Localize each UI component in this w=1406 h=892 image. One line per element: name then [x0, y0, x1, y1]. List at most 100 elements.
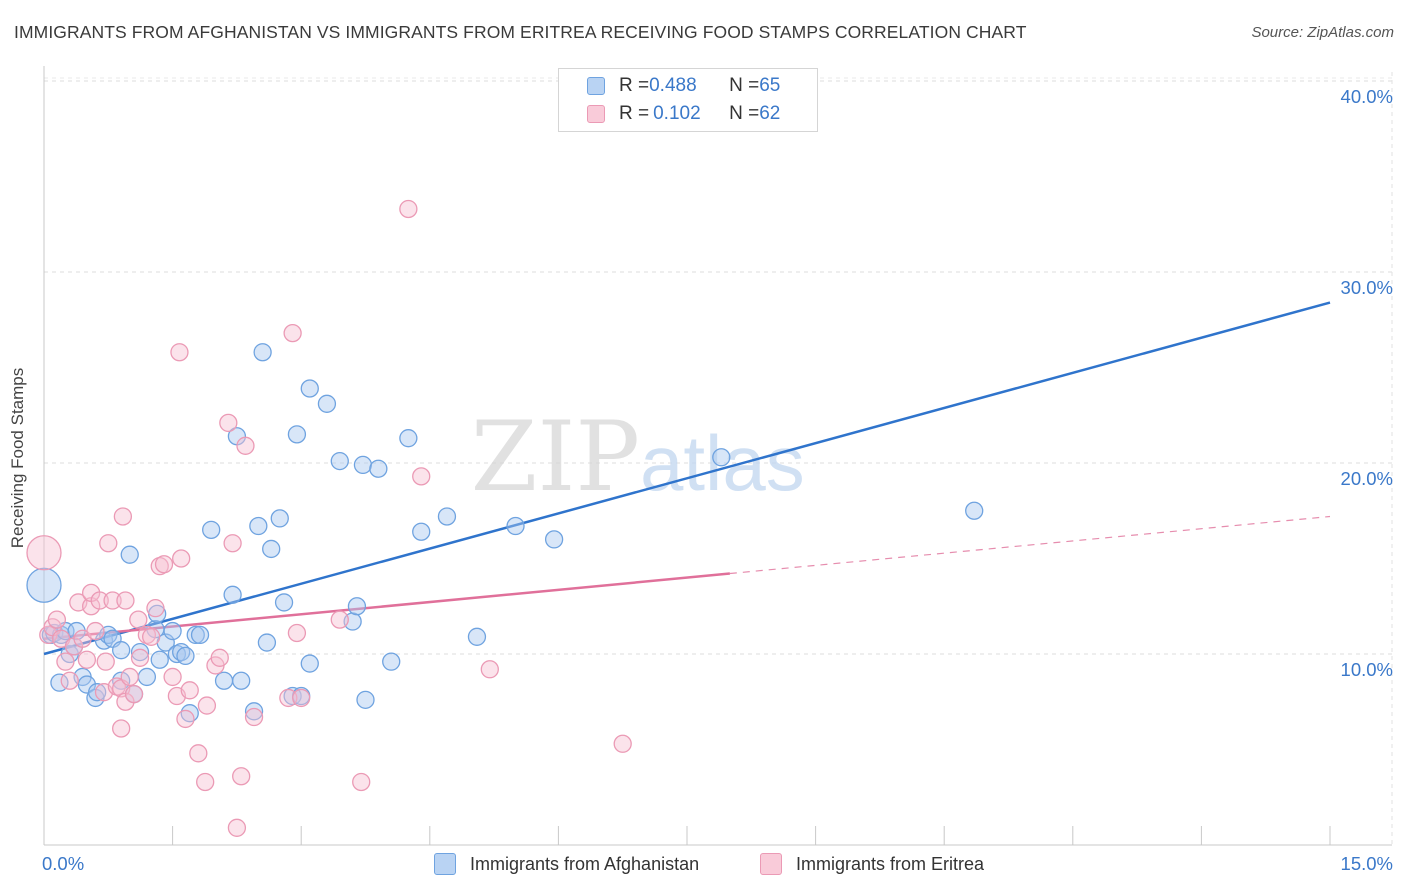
point-afghanistan	[353, 455, 373, 475]
point-eritrea	[232, 767, 251, 786]
watermark: ZIP atlas	[471, 401, 805, 513]
point-afghanistan	[347, 597, 367, 616]
series-label-eritrea: Immigrants from Eritrea	[796, 853, 985, 874]
x-tick-labels: 0.0% 15.0%	[42, 853, 1393, 874]
point-eritrea	[292, 688, 311, 708]
point-eritrea	[116, 591, 135, 610]
point-afghanistan	[223, 585, 242, 604]
point-eritrea	[146, 599, 165, 618]
point-eritrea	[103, 591, 122, 610]
point-afghanistan	[163, 621, 182, 641]
point-eritrea	[130, 648, 150, 667]
axes	[43, 66, 1392, 846]
point-afghanistan	[257, 633, 277, 652]
legend-r-value: 0.102	[653, 103, 701, 124]
y-tick-labels: 10.0% 20.0% 30.0% 40.0%	[1341, 86, 1393, 680]
point-eritrea	[163, 667, 182, 687]
point-afghanistan	[190, 625, 210, 645]
point-eritrea	[96, 652, 115, 671]
legend-swatch-afghanistan	[587, 77, 605, 95]
point-eritrea	[210, 648, 229, 667]
point-eritrea	[90, 591, 109, 610]
point-eritrea	[287, 623, 307, 643]
point-afghanistan	[300, 654, 319, 673]
point-afghanistan	[130, 642, 150, 662]
legend-n-label: N =	[729, 103, 760, 124]
point-eritrea	[330, 610, 349, 629]
correlation-legend: R = 0.488 N = 65 R = 0.102 N = 62	[558, 68, 818, 132]
point-eritrea	[244, 707, 264, 727]
y-tick-label: 40.0%	[1341, 86, 1393, 107]
point-afghanistan	[214, 671, 234, 690]
point-eritrea	[124, 684, 144, 704]
point-eritrea	[99, 534, 118, 553]
legend-r-value: 0.488	[649, 75, 697, 96]
source-credit: Source: ZipAtlas.com	[1251, 24, 1394, 41]
data-points	[26, 199, 984, 837]
point-afghanistan	[300, 379, 319, 398]
point-eritrea	[227, 818, 247, 837]
point-eritrea	[129, 610, 148, 629]
point-eritrea	[77, 650, 97, 669]
point-eritrea	[197, 696, 217, 715]
point-afghanistan	[467, 627, 487, 646]
point-eritrea	[189, 744, 208, 763]
point-afghanistan	[244, 702, 264, 721]
point-eritrea	[47, 610, 67, 629]
point-afghanistan	[262, 539, 281, 559]
point-afghanistan	[232, 671, 251, 690]
point-afghanistan	[437, 507, 457, 526]
trend-line-eritrea	[43, 572, 730, 640]
point-eritrea	[412, 467, 431, 486]
point-eritrea	[480, 660, 499, 679]
point-eritrea	[283, 323, 302, 343]
point-afghanistan	[88, 683, 107, 702]
series-legend-afghanistan: Immigrants from Afghanistan	[434, 852, 699, 876]
point-afghanistan	[176, 646, 195, 666]
point-afghanistan	[369, 459, 388, 478]
series-swatch-afghanistan	[434, 853, 456, 875]
trend-lines	[43, 301, 1331, 656]
point-eritrea	[113, 507, 133, 526]
point-eritrea	[180, 681, 199, 700]
y-tick-label: 20.0%	[1341, 468, 1393, 489]
legend-swatch-eritrea	[587, 105, 605, 123]
point-eritrea	[26, 535, 62, 571]
point-eritrea	[56, 652, 75, 671]
point-afghanistan	[317, 394, 337, 413]
legend-r-label: R =	[619, 75, 650, 96]
point-afghanistan	[202, 520, 221, 539]
series-legend-eritrea: Immigrants from Eritrea	[760, 852, 984, 876]
x-tick-label: 15.0%	[1341, 853, 1393, 874]
point-afghanistan	[399, 429, 418, 448]
point-eritrea	[86, 621, 105, 641]
series-label-afghanistan: Immigrants from Afghanistan	[470, 853, 700, 874]
point-eritrea	[170, 343, 189, 362]
point-eritrea	[352, 772, 371, 792]
point-afghanistan	[112, 641, 131, 660]
trend-line-afghanistan	[43, 301, 1331, 656]
point-afghanistan	[270, 509, 289, 528]
point-eritrea	[112, 719, 131, 738]
watermark-atlas: atlas	[640, 419, 805, 507]
point-afghanistan	[544, 530, 564, 549]
point-eritrea	[142, 627, 161, 646]
point-eritrea	[60, 671, 79, 690]
point-afghanistan	[120, 545, 139, 564]
point-afghanistan	[287, 425, 307, 444]
legend-row-eritrea: R = 0.102 N = 62	[587, 101, 780, 127]
x-tick-label: 0.0%	[42, 853, 84, 874]
point-afghanistan	[965, 501, 984, 520]
legend-n-value: 62	[759, 103, 781, 124]
point-afghanistan	[382, 652, 401, 671]
point-eritrea	[219, 413, 238, 433]
point-afghanistan	[253, 343, 272, 362]
point-eritrea	[223, 534, 242, 553]
point-afghanistan	[412, 522, 431, 541]
trend-line-eritrea-extension	[729, 515, 1331, 575]
point-afghanistan	[150, 650, 169, 669]
point-afghanistan	[249, 516, 268, 536]
point-afghanistan	[137, 667, 157, 687]
watermark-zip: ZIP	[471, 401, 640, 513]
